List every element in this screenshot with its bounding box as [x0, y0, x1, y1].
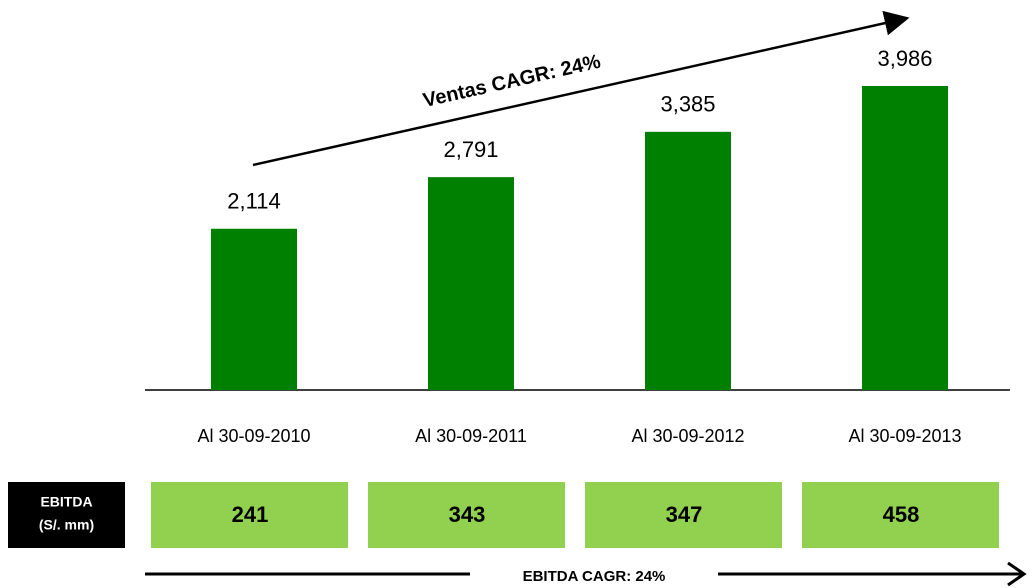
ebitda-annotation: EBITDA CAGR: 24% [523, 568, 666, 585]
value-label: 2,114 [227, 189, 280, 214]
x-tick-label: Al 30-09-2013 [848, 426, 961, 446]
ebitda-box [585, 482, 782, 548]
value-label: 3,986 [877, 46, 932, 71]
ebitda-box [802, 482, 999, 548]
bar [211, 228, 297, 390]
ebitda-label: (S/. mm) [39, 517, 94, 533]
x-tick-label: Al 30-09-2012 [631, 426, 744, 446]
ebitda-value: 458 [883, 502, 920, 527]
value-label: 2,791 [443, 137, 498, 162]
x-tick-label: Al 30-09-2011 [415, 426, 527, 446]
x-tick-label: Al 30-09-2010 [197, 426, 310, 446]
ebitda-arrow-head [1007, 561, 1027, 587]
bar [428, 177, 514, 390]
ebitda-value: 241 [232, 502, 269, 527]
ebitda-box [368, 482, 565, 548]
bar [862, 86, 948, 390]
ebitda-value: 347 [666, 502, 703, 527]
ebitda-box [151, 482, 348, 548]
ebitda-label-box [8, 482, 125, 548]
ebitda-value: 343 [449, 502, 486, 527]
trend-arrow [252, 10, 910, 167]
ebitda-label: EBITDA [40, 494, 92, 510]
bar [645, 131, 731, 390]
value-label: 3,385 [660, 92, 715, 117]
annotation: Ventas CAGR: 24% [421, 51, 603, 112]
